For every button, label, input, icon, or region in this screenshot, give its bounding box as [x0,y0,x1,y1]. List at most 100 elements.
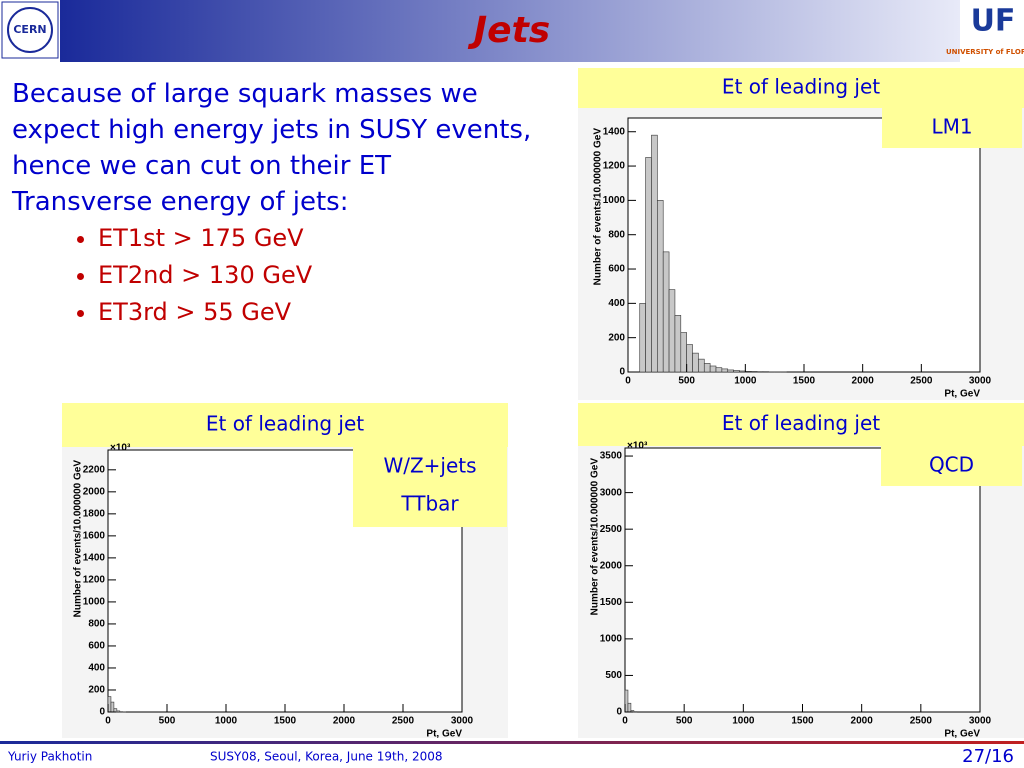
y-tick-label: 3000 [600,487,623,498]
footer-line [0,741,1024,744]
y-multiplier: ×10³ [110,443,131,454]
legend-entry: QCD [929,453,974,477]
uf-sub: UNIVERSITY of FLORIDA [946,48,1024,56]
histogram-bar [674,315,682,373]
x-tick-label: 0 [105,716,111,727]
body-text: Because of large squark masses we expect… [12,76,572,331]
y-tick-label: 1000 [83,597,106,608]
uf-logo [962,0,1024,62]
x-tick-label: 500 [159,716,176,727]
y-tick-label: 400 [608,298,625,309]
x-tick-label: 1500 [793,376,816,387]
y-tick-label: 0 [619,367,625,378]
x-tick-label: 1500 [274,716,297,727]
y-axis-label: Number of events/10.000000 GeV [593,128,604,286]
y-tick-label: 0 [99,707,105,718]
footer-event: SUSY08, Seoul, Korea, June 19th, 2008 [210,750,443,764]
y-tick-label: 1600 [83,531,106,542]
x-tick-label: 2500 [910,716,933,727]
paragraph: Because of large squark masses we expect… [12,79,532,181]
y-tick-label: 600 [608,264,625,275]
bullet: ET1st > 175 GeV [98,220,572,257]
legend-entry: TTbar [400,492,459,516]
bullet: ET2nd > 130 GeV [98,257,572,294]
legend-entry: W/Z+jets [383,454,476,478]
x-tick-label: 3000 [451,716,474,727]
y-tick-label: 800 [88,619,105,630]
x-tick-label: 3000 [969,716,992,727]
y-tick-label: 1200 [83,575,106,586]
paragraph: Transverse energy of jets: [12,187,349,217]
histogram-bar [721,368,729,373]
histogram-bar [692,352,699,373]
histogram-bar [709,365,717,373]
y-tick-label: 0 [616,707,622,718]
chart-title: Et of leading jet [722,411,880,435]
y-tick-label: 400 [88,663,105,674]
y-tick-label: 2200 [83,464,106,475]
y-tick-label: 2000 [600,560,623,571]
bullet-list: ET1st > 175 GeV ET2nd > 130 GeV ET3rd > … [12,220,572,331]
legend-box [353,447,507,527]
bullet: ET3rd > 55 GeV [98,294,572,331]
histogram-bar [657,200,664,373]
y-tick-label: 1500 [600,597,623,608]
x-tick-label: 1000 [734,376,757,387]
histogram-bar [750,371,758,373]
x-tick-label: 2000 [852,376,875,387]
x-tick-label: 500 [678,376,695,387]
histogram-bar [645,157,652,373]
histogram-bar [745,371,752,373]
histogram-bar [733,370,740,373]
title-bar [578,403,1024,446]
y-tick-label: 1200 [603,161,626,172]
x-tick-label: 3000 [969,376,992,387]
header-bar [60,0,960,62]
histogram-bar [668,289,676,373]
legend-box [881,446,1022,486]
footer-author: Yuriy Pakhotin [7,750,92,764]
y-tick-label: 200 [88,685,105,696]
histogram-bar [116,710,121,713]
y-tick-label: 1400 [83,553,106,564]
cern-logo [1,1,59,59]
cern-text: CERN [13,23,46,36]
y-tick-label: 2500 [600,524,623,535]
x-axis-label: Pt, GeV [944,729,980,740]
x-tick-label: 1000 [215,716,238,727]
legend-box [882,108,1022,148]
histogram-bar [727,369,734,373]
histogram-bar [639,303,646,373]
chart-title: Et of leading jet [206,412,364,436]
x-axis-label: Pt, GeV [944,389,980,400]
plot-frame [627,117,981,373]
x-tick-label: 2500 [910,376,933,387]
chart-title: Et of leading jet [722,75,880,99]
x-tick-label: 0 [622,716,628,727]
x-tick-label: 2500 [392,716,415,727]
y-tick-label: 3500 [600,451,623,462]
x-tick-label: 1500 [791,716,814,727]
histogram-bar [686,344,693,373]
x-tick-label: 1000 [732,716,755,727]
histogram-bar [703,363,711,373]
histogram-bar [680,332,687,373]
histogram-bar [739,370,746,373]
plot-frame [624,447,981,713]
y-tick-label: 200 [608,332,625,343]
slide-title: Jets [468,10,550,51]
legend-entry: LM1 [931,115,972,139]
uf-text: UF [971,4,1016,39]
x-tick-label: 2000 [851,716,874,727]
x-tick-label: 0 [625,376,631,387]
histogram-bar [662,251,670,373]
y-tick-label: 500 [605,670,622,681]
y-axis-label: Number of events/10.000000 GeV [73,460,84,618]
y-multiplier: ×10³ [627,441,648,452]
y-tick-label: 1000 [603,195,626,206]
y-tick-label: 600 [88,641,105,652]
x-axis-label: Pt, GeV [426,729,462,740]
y-tick-label: 2000 [83,486,106,497]
title-bar [62,403,508,447]
histogram-bar [698,358,705,373]
